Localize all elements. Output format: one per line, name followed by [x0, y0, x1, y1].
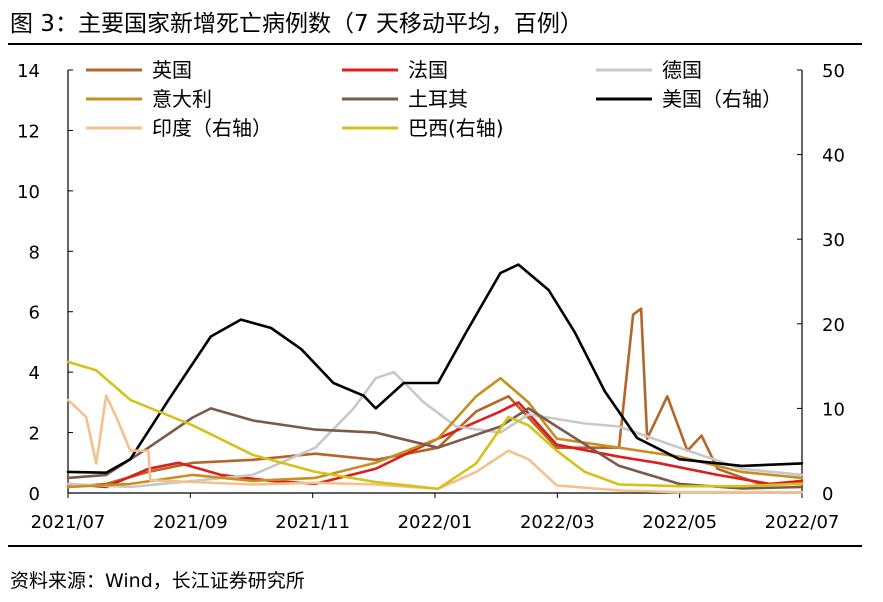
line-chart: 0 2 4 6 8 10 12 14 0 10 20 30 40 50 2021/07 2021/09 2021…: [17, 58, 845, 533]
legend-label-2: 德国: [662, 58, 702, 82]
left-tick-label: 2: [29, 424, 40, 445]
left-tick-label: 10: [17, 182, 40, 203]
series-line-7: [66, 360, 804, 491]
right-tick-label: 0: [822, 484, 833, 505]
bottom-rule: [8, 545, 862, 547]
x-tick-label: 2022/07: [765, 512, 840, 533]
series-line-4: [66, 407, 804, 490]
legend-label-7: 巴西(右轴): [408, 116, 504, 140]
chart-title: 图 3：主要国家新增死亡病例数（7 天移动平均，百例）: [10, 11, 583, 37]
left-tick-label: 4: [29, 363, 40, 384]
legend-label-5: 美国（右轴）: [662, 87, 782, 111]
left-tick-label: 6: [29, 303, 40, 324]
legend-label-4: 土耳其: [408, 87, 468, 111]
right-tick-label: 30: [822, 230, 845, 251]
left-tick-label: 8: [29, 242, 40, 263]
top-rule: [8, 43, 862, 45]
x-tick-label: 2022/01: [398, 512, 473, 533]
right-tick-label: 20: [822, 315, 845, 336]
series-line-6: [66, 394, 804, 494]
left-tick-label: 12: [17, 121, 40, 142]
legend-label-1: 法国: [408, 58, 448, 82]
legend-label-0: 英国: [152, 58, 192, 82]
right-tick-label: 40: [822, 146, 845, 167]
x-tick-label: 2021/11: [275, 512, 350, 533]
right-tick-label: 50: [822, 61, 845, 82]
x-tick-label: 2021/07: [31, 512, 106, 533]
x-tick-label: 2022/03: [520, 512, 595, 533]
x-tick-label: 2022/05: [642, 512, 717, 533]
series-line-5: [66, 263, 804, 475]
right-tick-label: 10: [822, 399, 845, 420]
series-line-0: [66, 307, 804, 489]
series-line-3: [66, 376, 804, 489]
legend-label-6: 印度（右轴）: [152, 116, 272, 140]
left-tick-label: 0: [29, 484, 40, 505]
series-line-2: [66, 370, 804, 489]
x-tick-label: 2021/09: [153, 512, 228, 533]
source-note: 资料来源：Wind，长江证券研究所: [10, 570, 305, 592]
legend-label-3: 意大利: [152, 87, 212, 111]
left-tick-label: 14: [17, 61, 40, 82]
